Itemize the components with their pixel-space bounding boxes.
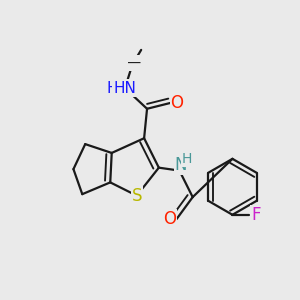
- Text: —: —: [123, 56, 141, 70]
- Text: S: S: [131, 187, 142, 205]
- Text: HN: HN: [113, 81, 136, 96]
- Text: F: F: [251, 206, 261, 224]
- Text: H: H: [182, 152, 192, 166]
- Text: N: N: [175, 156, 187, 174]
- Text: O: O: [171, 94, 184, 112]
- Text: HN: HN: [106, 81, 129, 96]
- Text: O: O: [163, 210, 176, 228]
